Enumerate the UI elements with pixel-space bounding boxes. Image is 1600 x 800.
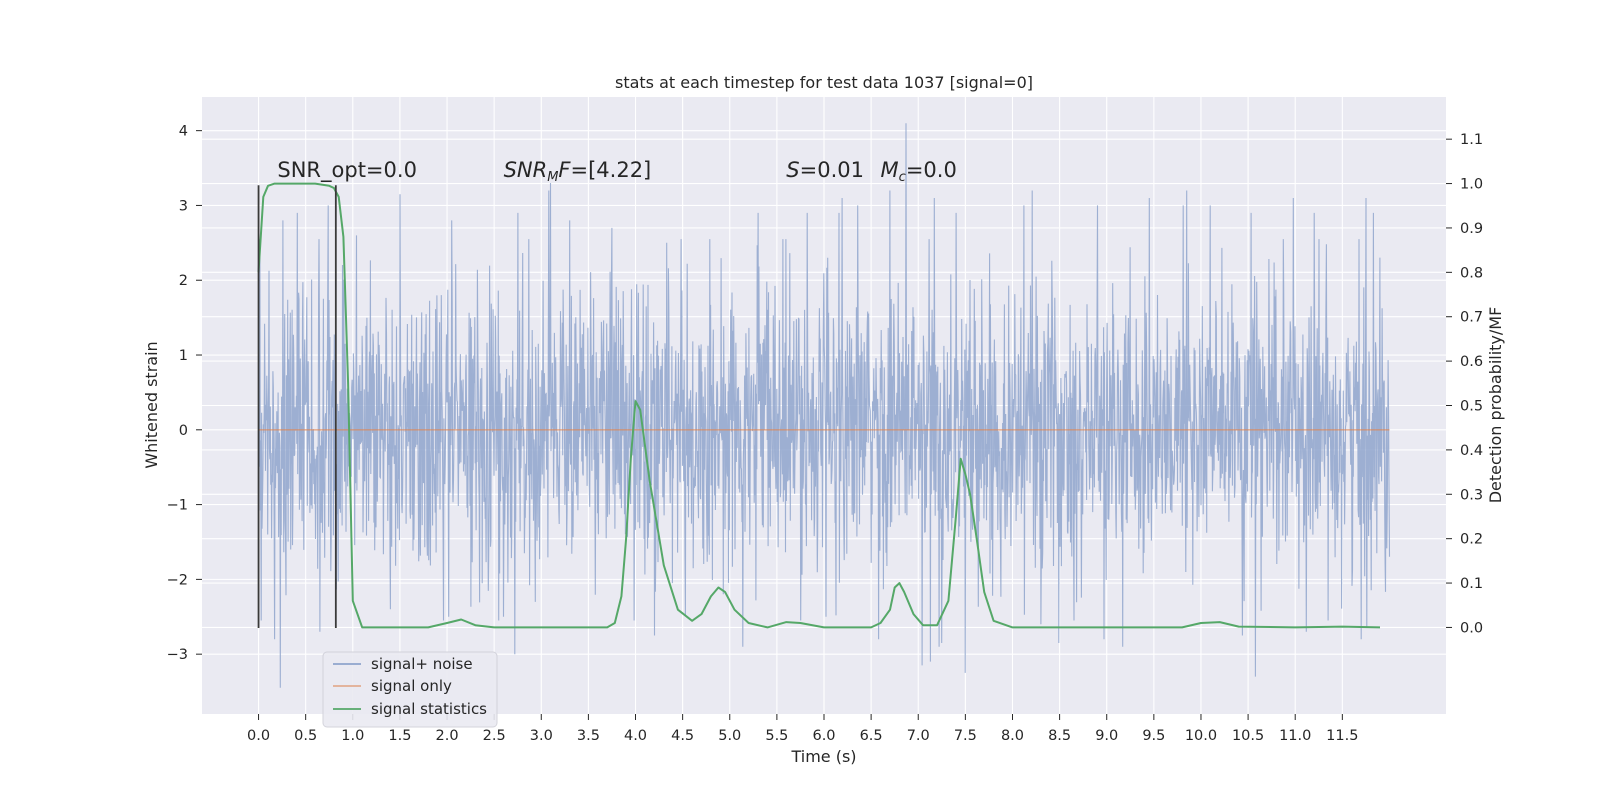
y2-tick-label: 1.1 xyxy=(1460,132,1483,148)
y-tick-label: −2 xyxy=(167,572,188,588)
x-tick-label: 8.0 xyxy=(1001,728,1024,744)
annotations: SNR_opt=0.0 SNRMF=[4.22] S=0.01 Mc=0.0 xyxy=(277,158,956,185)
y-tick-label: 3 xyxy=(179,198,188,214)
x-tick-label: 5.5 xyxy=(765,728,788,744)
x-tick-label: 9.0 xyxy=(1095,728,1118,744)
legend-label-noise: signal+ noise xyxy=(371,655,473,673)
y2-tick-label: 0.1 xyxy=(1460,576,1483,592)
x-tick-label: 11.0 xyxy=(1279,728,1311,744)
annotation-text: SNR_opt=0.0 xyxy=(277,158,417,183)
x-tick-label: 4.5 xyxy=(671,728,694,744)
x-tick-label: 6.0 xyxy=(812,728,835,744)
x-tick-label: 7.5 xyxy=(954,728,977,744)
y-tick-label: 2 xyxy=(179,273,188,289)
y-tick-label: 4 xyxy=(179,124,188,140)
annotation-text: SNRMF=[4.22] xyxy=(504,158,652,185)
y2-tick-label: 0.3 xyxy=(1460,487,1483,503)
x-tick-label: 0.0 xyxy=(247,728,270,744)
x-tick-label: 7.0 xyxy=(907,728,930,744)
series-layer xyxy=(257,123,1391,688)
series-signal-statistics xyxy=(257,182,1381,629)
x-tick-label: 2.5 xyxy=(483,728,506,744)
x-tick-label: 3.5 xyxy=(577,728,600,744)
y-axis-label: Whitened strain xyxy=(142,341,161,468)
y2-tick-label: 0.9 xyxy=(1460,221,1483,237)
x-tick-label: 11.5 xyxy=(1326,728,1358,744)
y-tick-label: 1 xyxy=(179,348,188,364)
x-tick-label: 5.0 xyxy=(718,728,741,744)
marker-layer xyxy=(257,185,337,628)
annotation-text: Mc=0.0 xyxy=(881,158,957,185)
chart-title: stats at each timestep for test data 103… xyxy=(615,73,1033,92)
axes: 0.0 0.5 1.0 1.5 2.0 2.5 3.0 3.5 4.0 4.5 5.0 5.5 6.0 6… xyxy=(167,124,1483,744)
legend-label-stats: signal statistics xyxy=(371,700,487,718)
y-tick-label: −3 xyxy=(167,647,188,663)
legend-label-signal: signal only xyxy=(371,677,452,695)
x-tick-label: 1.5 xyxy=(388,728,411,744)
annotation-text: S=0.01 xyxy=(786,158,864,182)
y2-axis-label: Detection probability/MF xyxy=(1486,307,1505,504)
x-tick-label: 4.0 xyxy=(624,728,647,744)
x-tick-label: 8.5 xyxy=(1048,728,1071,744)
y2-tick-label: 0.8 xyxy=(1460,265,1483,281)
y2-tick-label: 0.4 xyxy=(1460,443,1483,459)
x-tick-label: 10.0 xyxy=(1185,728,1217,744)
y-tick-label: −1 xyxy=(167,498,188,514)
legend-box xyxy=(322,651,498,728)
x-axis-label: Time (s) xyxy=(790,747,856,766)
x-tick-label: 6.5 xyxy=(860,728,883,744)
x-tick-label: 9.5 xyxy=(1142,728,1165,744)
x-tick-label: 3.0 xyxy=(530,728,553,744)
x-tick-label: 2.0 xyxy=(435,728,458,744)
y-tick-label: 0 xyxy=(179,423,188,439)
x-tick-label: 10.5 xyxy=(1232,728,1264,744)
series-signal-noise xyxy=(257,123,1391,688)
x-tick-label: 0.5 xyxy=(294,728,317,744)
legend: signal+ noise signal only signal statist… xyxy=(322,651,498,728)
y2-tick-label: 0.5 xyxy=(1460,399,1483,415)
y2-tick-label: 0.7 xyxy=(1460,310,1483,326)
y2-tick-label: 0.2 xyxy=(1460,532,1483,548)
x-tick-label: 1.0 xyxy=(341,728,364,744)
y2-tick-label: 0.0 xyxy=(1460,620,1483,636)
y2-tick-label: 1.0 xyxy=(1460,177,1483,193)
y2-tick-label: 0.6 xyxy=(1460,354,1483,370)
